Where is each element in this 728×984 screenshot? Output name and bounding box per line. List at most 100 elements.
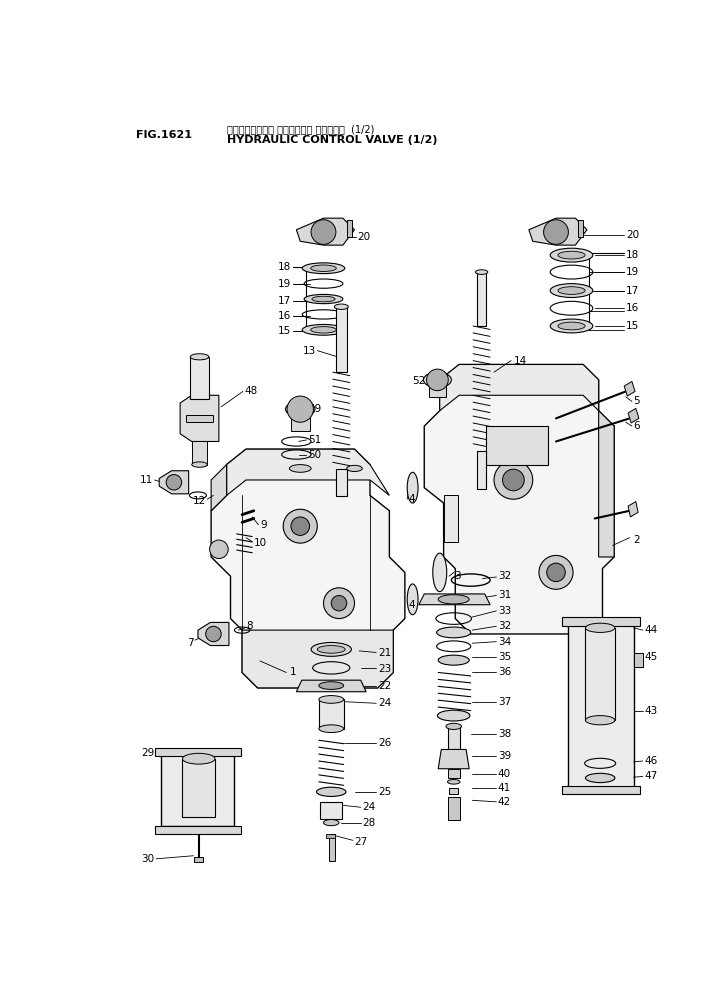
Text: 36: 36 <box>498 667 511 677</box>
Ellipse shape <box>558 322 585 330</box>
Text: 49: 49 <box>308 404 321 414</box>
Text: 20: 20 <box>626 230 639 240</box>
Ellipse shape <box>183 754 215 765</box>
Text: 16: 16 <box>277 311 291 321</box>
Text: 33: 33 <box>498 606 511 616</box>
Bar <box>319 700 344 729</box>
Ellipse shape <box>438 655 470 665</box>
Ellipse shape <box>302 325 345 336</box>
Text: 16: 16 <box>626 303 639 313</box>
Text: 4: 4 <box>408 494 416 504</box>
Polygon shape <box>562 617 640 626</box>
Bar <box>585 628 615 720</box>
Ellipse shape <box>317 787 346 796</box>
Bar <box>448 797 460 821</box>
Text: 6: 6 <box>633 421 640 431</box>
Text: 29: 29 <box>141 748 154 759</box>
Text: 26: 26 <box>378 738 391 748</box>
Text: 20: 20 <box>357 232 371 242</box>
Text: 15: 15 <box>626 321 639 331</box>
Circle shape <box>539 555 573 589</box>
Polygon shape <box>419 594 490 605</box>
Text: 14: 14 <box>513 355 526 366</box>
Ellipse shape <box>437 627 471 638</box>
Polygon shape <box>154 827 240 834</box>
Text: 47: 47 <box>644 771 657 781</box>
Ellipse shape <box>446 723 462 729</box>
Ellipse shape <box>311 265 336 272</box>
Circle shape <box>311 219 336 244</box>
Ellipse shape <box>585 773 615 782</box>
Polygon shape <box>186 414 213 422</box>
Polygon shape <box>568 619 633 788</box>
Bar <box>190 357 209 400</box>
Ellipse shape <box>585 623 615 633</box>
Bar <box>486 426 548 464</box>
Polygon shape <box>326 834 335 838</box>
Ellipse shape <box>334 304 348 309</box>
Text: 28: 28 <box>363 818 376 828</box>
Ellipse shape <box>558 286 585 294</box>
Bar <box>633 653 643 667</box>
Text: 4: 4 <box>408 599 416 610</box>
Text: 9: 9 <box>260 520 266 529</box>
Ellipse shape <box>585 715 615 725</box>
Polygon shape <box>628 408 639 423</box>
Polygon shape <box>624 382 635 396</box>
Text: 52: 52 <box>413 377 426 387</box>
Ellipse shape <box>347 465 363 471</box>
Polygon shape <box>296 680 366 692</box>
Bar <box>183 759 215 818</box>
Ellipse shape <box>302 263 345 274</box>
Ellipse shape <box>558 251 585 259</box>
Ellipse shape <box>190 353 209 360</box>
Bar <box>443 495 458 541</box>
Ellipse shape <box>311 643 352 656</box>
Polygon shape <box>211 449 405 688</box>
Text: 15: 15 <box>277 327 291 337</box>
Bar <box>291 409 309 431</box>
Polygon shape <box>296 218 355 245</box>
Text: 23: 23 <box>378 663 391 674</box>
Text: 13: 13 <box>303 345 316 355</box>
Ellipse shape <box>438 710 470 721</box>
Text: 50: 50 <box>308 450 321 460</box>
Text: 7: 7 <box>186 639 194 648</box>
Text: 2: 2 <box>633 535 640 545</box>
Text: 31: 31 <box>498 590 511 600</box>
Polygon shape <box>198 623 229 646</box>
Text: 24: 24 <box>378 699 391 708</box>
Circle shape <box>283 510 317 543</box>
Ellipse shape <box>319 682 344 690</box>
Polygon shape <box>154 748 240 756</box>
Circle shape <box>291 517 309 535</box>
Circle shape <box>494 461 533 499</box>
Circle shape <box>547 563 566 582</box>
Text: 45: 45 <box>644 652 657 662</box>
Ellipse shape <box>311 327 336 333</box>
Ellipse shape <box>407 584 418 615</box>
Bar <box>329 834 335 861</box>
Polygon shape <box>440 364 598 410</box>
Text: 19: 19 <box>277 278 291 288</box>
Text: 48: 48 <box>245 387 258 397</box>
Ellipse shape <box>319 696 344 704</box>
Circle shape <box>427 369 448 391</box>
Text: 17: 17 <box>626 285 639 295</box>
Ellipse shape <box>312 296 335 302</box>
Text: 8: 8 <box>246 621 253 632</box>
Text: 18: 18 <box>626 250 639 260</box>
Text: 41: 41 <box>498 783 511 793</box>
Polygon shape <box>161 750 234 827</box>
Polygon shape <box>562 786 640 794</box>
Ellipse shape <box>550 248 593 262</box>
Ellipse shape <box>317 646 345 653</box>
Text: 32: 32 <box>498 572 511 582</box>
Ellipse shape <box>448 779 460 784</box>
Polygon shape <box>226 449 389 495</box>
Bar <box>429 380 446 397</box>
Ellipse shape <box>290 464 311 472</box>
Ellipse shape <box>285 401 315 417</box>
Text: HYDRAULIC CONTROL VALVE (1/2): HYDRAULIC CONTROL VALVE (1/2) <box>226 135 437 145</box>
Text: 27: 27 <box>355 836 368 847</box>
